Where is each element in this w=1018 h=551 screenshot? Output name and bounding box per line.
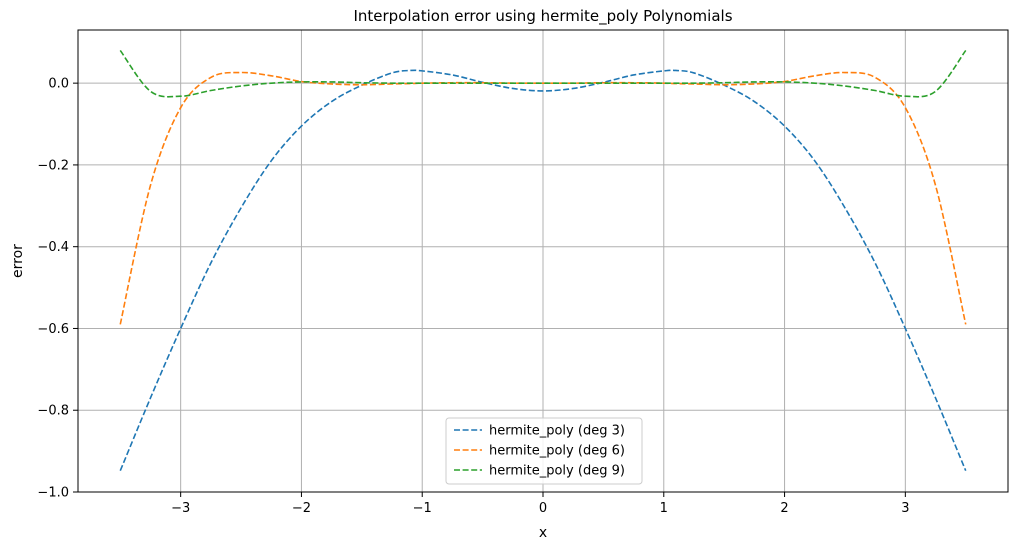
x-axis-ticks: −3 −2 −1 0 1 2 3 <box>171 492 909 516</box>
y-axis-ticks: 0.0 −0.2 −0.4 −0.6 −0.8 −1.0 <box>37 77 78 501</box>
x-tick-label: −3 <box>171 501 190 516</box>
x-tick-label: 3 <box>901 501 909 516</box>
x-tick-label: 2 <box>780 501 788 516</box>
series-line-2 <box>119 71 967 325</box>
chart-title: Interpolation error using hermite_poly P… <box>353 7 732 26</box>
x-axis-label: x <box>539 525 547 541</box>
x-tick-label: 0 <box>539 501 547 516</box>
x-tick-label: 1 <box>660 501 668 516</box>
y-tick-label: −0.4 <box>37 240 69 255</box>
legend-label: hermite_poly (deg 3) <box>489 424 625 439</box>
legend: hermite_poly (deg 3) hermite_poly (deg 6)… <box>445 417 643 485</box>
legend-label: hermite_poly (deg 9) <box>489 464 625 479</box>
y-tick-label: −0.6 <box>37 322 69 337</box>
y-tick-label: 0.0 <box>48 77 69 92</box>
y-tick-label: −1.0 <box>37 486 69 501</box>
legend-box <box>445 417 643 485</box>
x-tick-label: −1 <box>413 501 432 516</box>
series-lines <box>119 49 967 472</box>
y-axis-label: error <box>10 244 26 278</box>
legend-label: hermite_poly (deg 6) <box>489 444 625 459</box>
series-line-3 <box>119 49 967 98</box>
y-tick-label: −0.2 <box>37 158 69 173</box>
x-tick-label: −2 <box>292 501 311 516</box>
series-line-1 <box>119 69 967 472</box>
y-tick-label: −0.8 <box>37 404 69 419</box>
